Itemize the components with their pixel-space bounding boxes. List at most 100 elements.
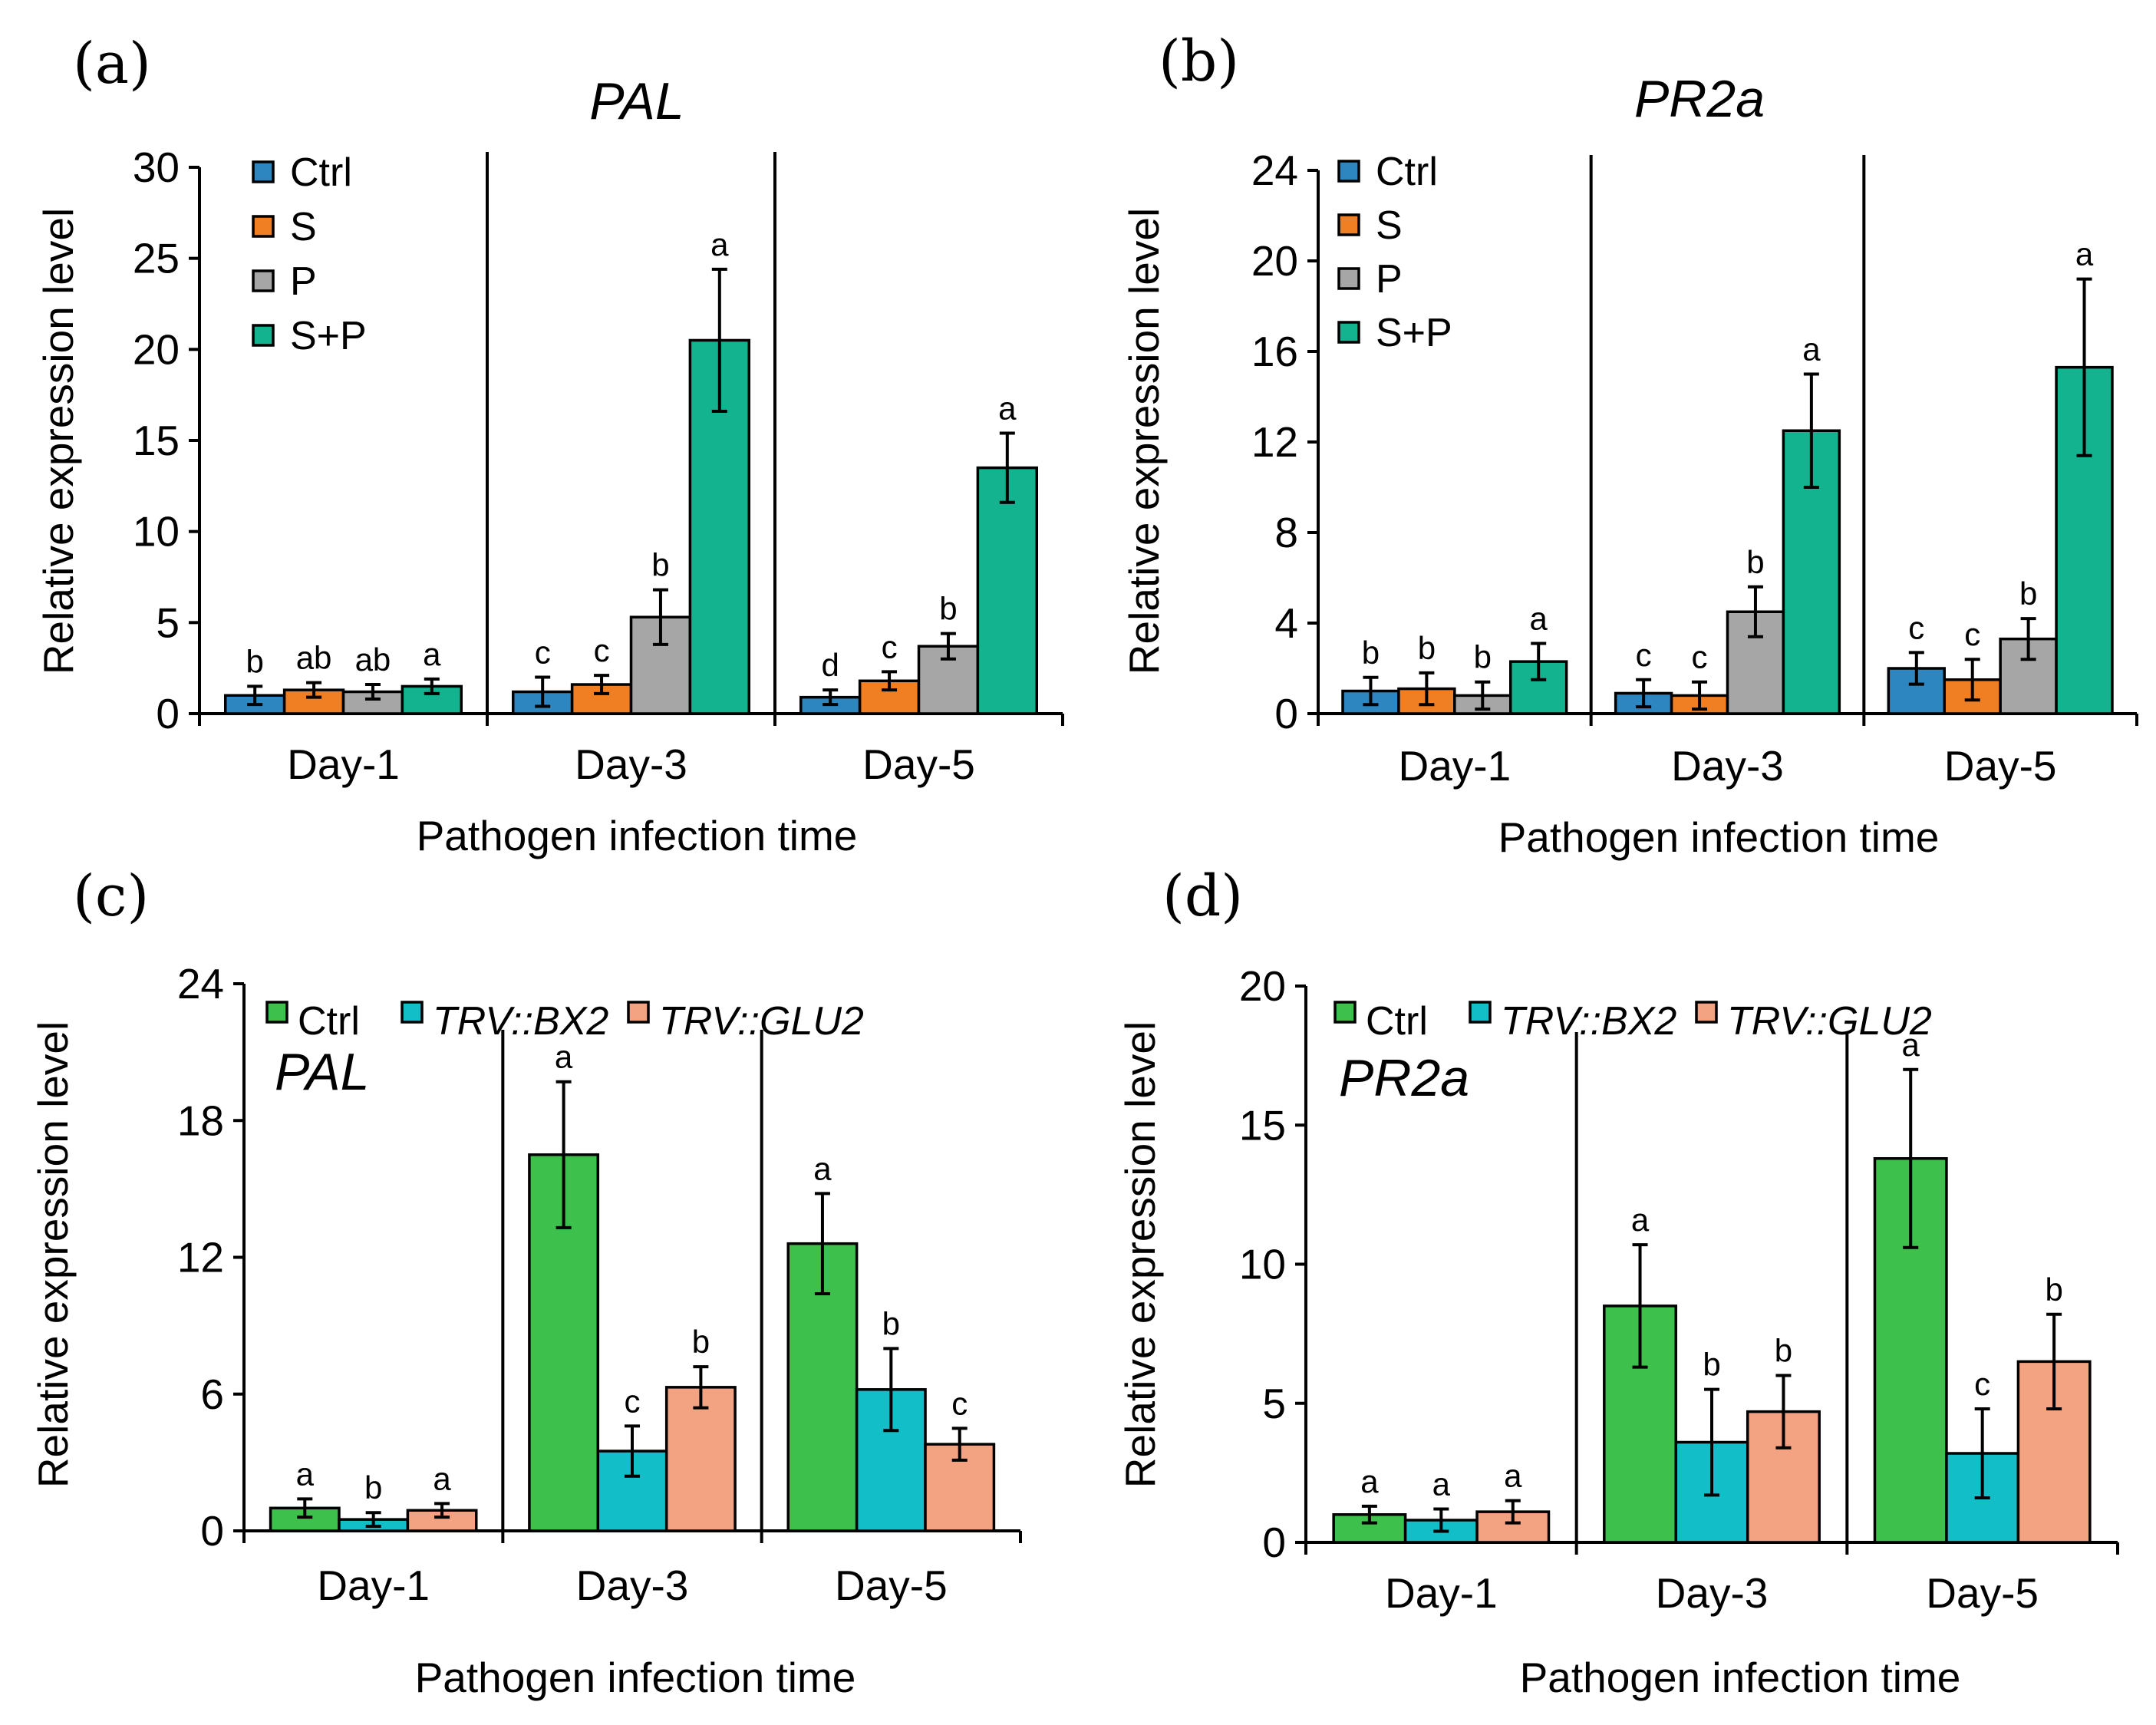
y-tick-label: 30 — [133, 143, 180, 191]
inner-title: PAL — [275, 1043, 369, 1101]
panel-label: (b) — [1159, 28, 1239, 94]
y-tick-label: 20 — [1251, 237, 1298, 285]
panel-label: (c) — [73, 863, 149, 929]
legend: Ctrl TRV::BX2 TRV::GLU2 — [265, 999, 864, 1044]
significance-label: b — [246, 643, 264, 679]
y-axis-title: Relative expression level — [1120, 208, 1168, 674]
significance-label: b — [1362, 635, 1380, 671]
y-tick-label: 10 — [133, 508, 180, 556]
legend-label: Ctrl — [1376, 150, 1438, 194]
significance-label: b — [651, 547, 669, 583]
significance-label: c — [1974, 1366, 1990, 1402]
significance-label: a — [1504, 1458, 1522, 1494]
category-label: Day-5 — [1926, 1569, 2039, 1617]
legend-swatch — [1337, 321, 1360, 344]
legend-swatch — [401, 1001, 424, 1024]
y-tick-label: 0 — [1262, 1519, 1286, 1566]
significance-label: b — [2019, 576, 2037, 612]
category-label: Day-3 — [576, 1562, 689, 1609]
y-tick-label: 10 — [1239, 1241, 1286, 1288]
category-label: Day-1 — [1398, 742, 1511, 790]
significance-label: a — [1902, 1027, 1920, 1063]
significance-label: a — [1360, 1463, 1379, 1499]
significance-label: a — [813, 1150, 832, 1186]
category-label: Day-5 — [1944, 742, 2057, 790]
significance-label: b — [2045, 1271, 2062, 1308]
bar-s-p — [976, 466, 1038, 715]
significance-label: b — [364, 1469, 382, 1506]
y-tick-label: 20 — [133, 325, 180, 373]
significance-label: a — [433, 1460, 451, 1496]
legend-label: TRV::BX2 — [433, 999, 608, 1044]
chart-panel-4: (d) 0 5 10 15 20 Day-1 a a a Day-3 a b b Day-5 a c b PR2a C… — [1116, 863, 2119, 1701]
x-axis-title: Pathogen infection time — [1498, 813, 1940, 861]
y-tick-label: 15 — [1239, 1101, 1286, 1149]
y-tick-label: 12 — [177, 1234, 224, 1281]
category-label: Day-1 — [287, 740, 400, 788]
bar-s-p — [401, 684, 463, 715]
legend-label: S+P — [290, 314, 367, 358]
significance-label: a — [2075, 236, 2094, 272]
legend: Ctrl SP S+P — [252, 150, 367, 358]
legend-label: TRV::BX2 — [1501, 999, 1676, 1044]
y-tick-label: 25 — [133, 235, 180, 282]
y-tick-label: 6 — [200, 1370, 224, 1418]
legend-label: P — [1376, 257, 1403, 302]
bar-s-p — [1782, 429, 1841, 715]
significance-label: a — [555, 1039, 573, 1075]
legend-swatch — [1333, 1001, 1357, 1024]
chart-panel-2: (b) PR2a 0 4 8 12 16 20 24 Day-1 b b b a Day-3 c c b a Day-… — [1120, 28, 2138, 861]
x-axis-title: Pathogen infection time — [415, 1654, 856, 1701]
y-tick-label: 8 — [1274, 509, 1298, 556]
significance-label: a — [1802, 331, 1821, 368]
significance-label: c — [1692, 639, 1708, 675]
legend-swatch — [1337, 160, 1360, 183]
significance-label: a — [296, 1456, 315, 1492]
significance-label: a — [710, 226, 729, 262]
significance-label: b — [1474, 639, 1492, 675]
legend-label: S — [1376, 203, 1403, 248]
significance-label: c — [1964, 616, 1980, 652]
category-label: Day-5 — [835, 1562, 948, 1609]
y-axis-title: Relative expression level — [35, 208, 82, 674]
legend: Ctrl TRV::BX2 TRV::GLU2 — [1333, 999, 1932, 1044]
significance-label: b — [1746, 544, 1764, 580]
significance-label: c — [1908, 609, 1924, 645]
significance-label: a — [1631, 1202, 1650, 1238]
legend-swatch — [252, 324, 275, 347]
y-tick-label: 18 — [177, 1097, 224, 1144]
legend-swatch — [252, 160, 275, 183]
y-tick-label: 5 — [1262, 1380, 1286, 1427]
y-tick-label: 5 — [156, 599, 180, 646]
significance-label: ab — [296, 640, 332, 676]
panel-label: (d) — [1162, 863, 1243, 929]
inner-title: PR2a — [1339, 1049, 1469, 1107]
legend-swatch — [252, 215, 275, 238]
legend-swatch — [1469, 1001, 1492, 1024]
legend-label: S — [290, 205, 317, 249]
y-tick-label: 12 — [1251, 418, 1298, 466]
chart-title: PR2a — [1634, 70, 1765, 128]
legend-swatch — [1337, 267, 1360, 290]
significance-label: c — [882, 628, 898, 665]
significance-label: c — [951, 1385, 968, 1421]
significance-label: d — [822, 647, 839, 683]
legend-swatch — [627, 1001, 650, 1024]
significance-label: c — [535, 635, 551, 671]
legend-swatch — [265, 1001, 288, 1024]
significance-label: ab — [355, 642, 391, 678]
y-tick-label: 4 — [1274, 599, 1298, 647]
significance-label: b — [692, 1324, 710, 1360]
x-axis-title: Pathogen infection time — [417, 812, 858, 859]
legend-label: P — [290, 259, 317, 304]
bar-trv-glu2 — [664, 1386, 737, 1532]
y-tick-label: 0 — [200, 1507, 224, 1555]
y-axis-title: Relative expression level — [1116, 1021, 1164, 1488]
significance-label: a — [423, 636, 441, 672]
significance-label: b — [939, 591, 957, 627]
y-tick-label: 24 — [1251, 147, 1298, 194]
significance-label: b — [1775, 1333, 1792, 1369]
y-tick-label: 0 — [156, 690, 180, 737]
